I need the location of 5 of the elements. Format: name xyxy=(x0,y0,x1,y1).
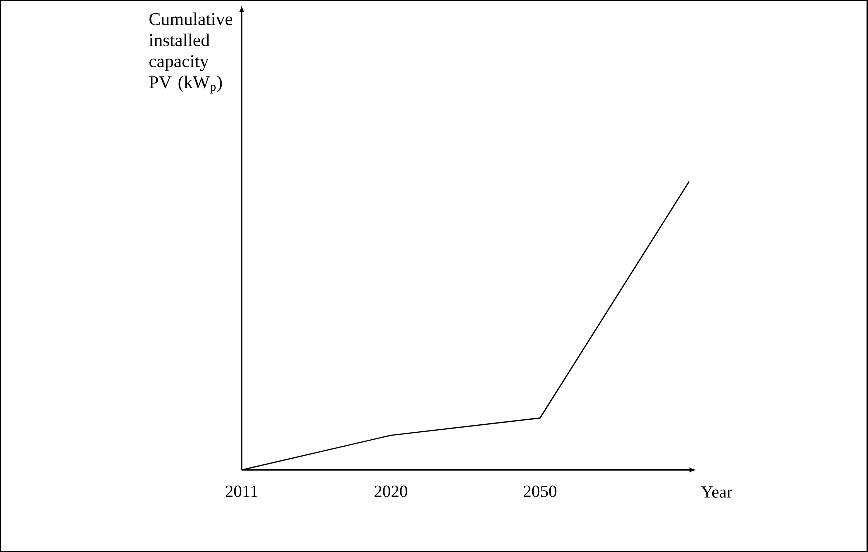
x-tick-label: 2050 xyxy=(524,486,557,498)
x-tick-label: 2011 xyxy=(226,486,258,498)
x-tick-label: 2020 xyxy=(374,486,408,498)
x-axis-title: Year xyxy=(701,486,732,498)
y-axis-title: Cumulative installed capacity PV (kW$_{p}$) xyxy=(149,12,232,94)
